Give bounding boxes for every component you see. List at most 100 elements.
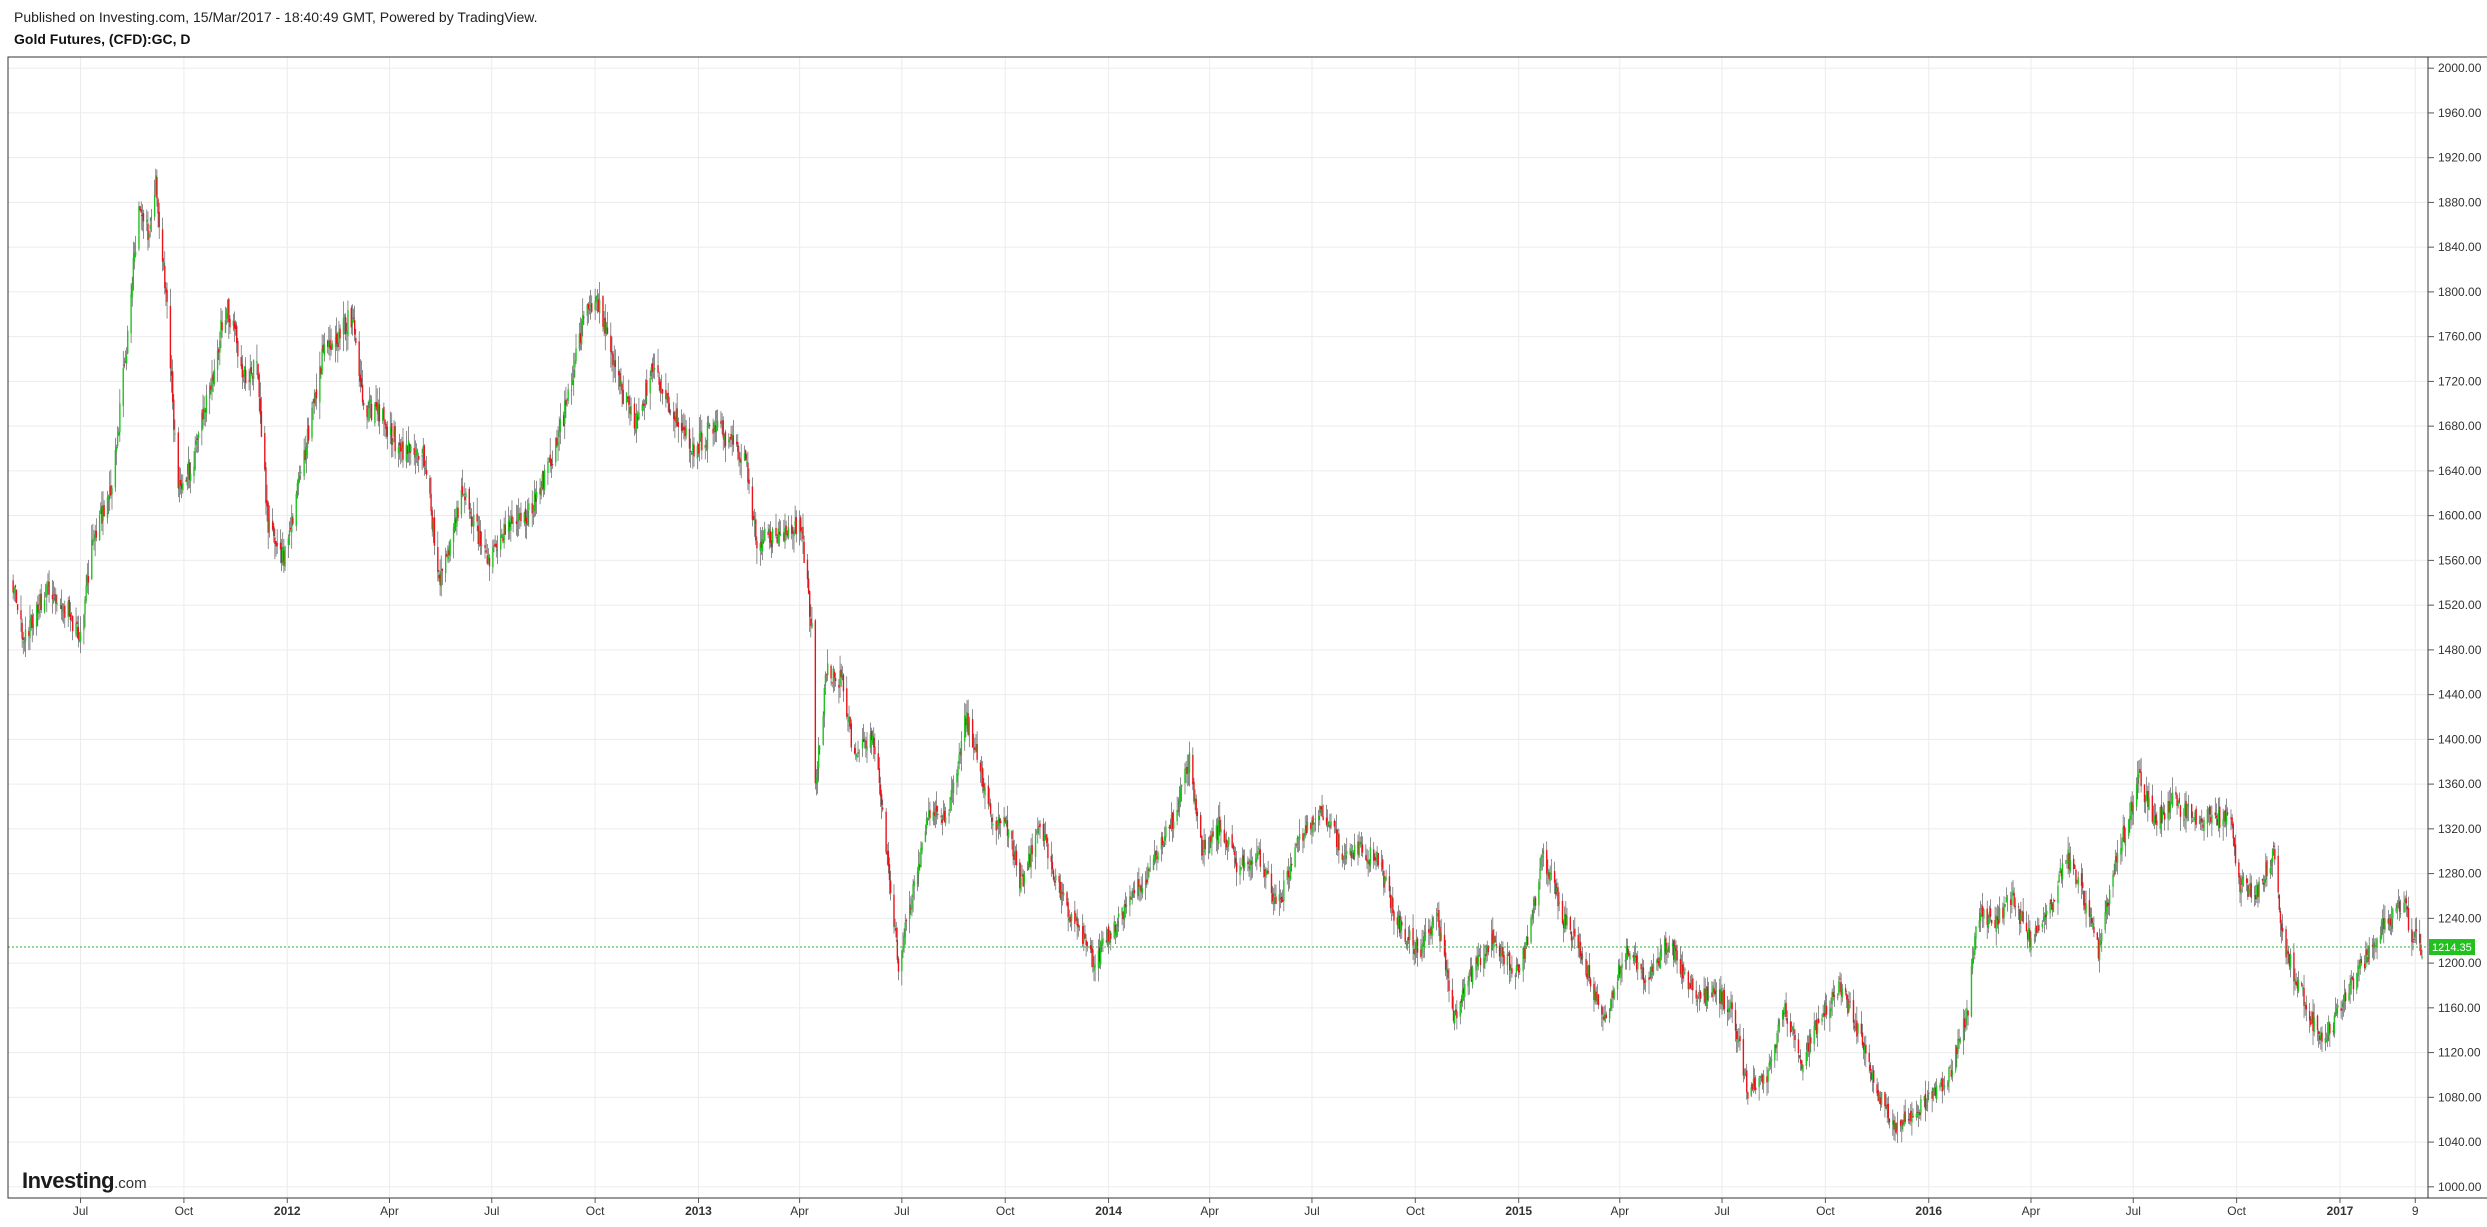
candle-down [31,615,33,629]
candle-up [178,480,181,490]
candle-up [1530,917,1532,943]
candle-down [166,289,168,302]
candle-up [1408,930,1411,941]
candle-down [2280,923,2283,931]
candle-up [1483,958,1485,969]
candle-up [1289,864,1292,880]
candle-down [1352,852,1355,859]
candle-down [976,744,978,760]
y-tick-label: 1160.00 [2438,1001,2481,1015]
candle-down [669,411,672,413]
candle-up [2326,1035,2329,1042]
candle-down [251,376,254,379]
candle-down [1713,988,1715,993]
candle-up [1178,799,1181,811]
candle-down [618,371,620,376]
candle-up [2049,902,2051,914]
candle-up [777,528,779,544]
candle-down [1216,826,1219,841]
candle-up [975,744,977,752]
candle-up [1650,966,1652,978]
candle-down [1494,936,1496,943]
candle-down [520,512,522,522]
published-info: Published on Investing.com, 15/Mar/2017 … [14,9,538,25]
candle-down [394,426,396,452]
candle-up [1303,836,1305,841]
candle-down [1868,1052,1870,1063]
candle-up [1034,834,1037,857]
candle-down [1877,1089,1879,1101]
candle-up [2167,801,2169,819]
candle-up [1296,837,1299,845]
candle-down [842,674,845,692]
candle-up [1184,768,1186,784]
candle-down [525,517,528,525]
candle-up [2005,896,2007,903]
candle-down [659,381,661,393]
x-tick-label: 2015 [1505,1204,1532,1218]
candle-down [1074,910,1076,924]
candle-down [1899,1120,1902,1126]
candle-up [589,304,592,308]
candle-up [1774,1044,1776,1061]
candle-up [1226,842,1229,847]
candle-up [1062,892,1065,896]
candle-down [337,342,339,347]
candle-down [838,684,840,688]
candle-down [53,594,56,596]
candle-up [1705,990,1708,1006]
y-tick-label: 1840.00 [2438,240,2482,254]
candle-down [375,401,377,407]
candle-down [257,363,259,379]
candle-up [1431,921,1433,936]
candle-up [2271,849,2274,862]
candle-up [1160,837,1163,850]
candle-down [1015,850,1018,866]
candle-up [2046,910,2048,915]
candle-down [1485,953,1487,957]
candle-up [1966,1008,1968,1018]
candle-down [336,333,338,344]
price-axis[interactable]: 1000.001040.001080.001120.001160.001200.… [2428,61,2482,1194]
candle-up [2146,790,2148,801]
candle-down [1374,856,1376,861]
candle-up [496,549,499,552]
candle-down [2239,876,2241,892]
candle-up [1550,872,1552,875]
candle-down [683,427,685,430]
candle-down [1492,929,1494,944]
candle-down [1231,834,1233,848]
candle-up [392,440,394,443]
candle-up [1258,848,1260,850]
x-tick-label: Jul [1304,1204,1319,1218]
x-tick-label: Apr [2022,1204,2041,1218]
candle-up [127,330,129,354]
candle-down [173,399,175,430]
candle-down [2321,1032,2323,1042]
candle-up [1194,797,1196,803]
candle-up [2356,973,2358,991]
candle-down [250,367,253,374]
candle-up [70,616,73,618]
candle-down [20,610,22,620]
candlestick-series [12,168,2423,1143]
candle-up [1730,1001,1732,1009]
candle-up [1164,836,1166,841]
candle-down [850,723,852,748]
candle-up [728,439,730,443]
candle-down [2215,815,2218,818]
candle-down [739,457,741,463]
candle-up [540,487,542,496]
candle-down [158,211,160,228]
time-axis[interactable]: Jul Oct 2012 Apr Jul Oct 2013 Apr Jul Oct 2014 Apr J… [73,1198,2419,1218]
candle-up [523,512,526,524]
candle-up [287,538,290,546]
candle-down [2123,825,2125,842]
candle-up [1257,851,1259,856]
candle-up [1399,920,1402,931]
candle-up [78,639,81,642]
candle-down [355,337,357,344]
candle-down [2312,1011,2314,1031]
